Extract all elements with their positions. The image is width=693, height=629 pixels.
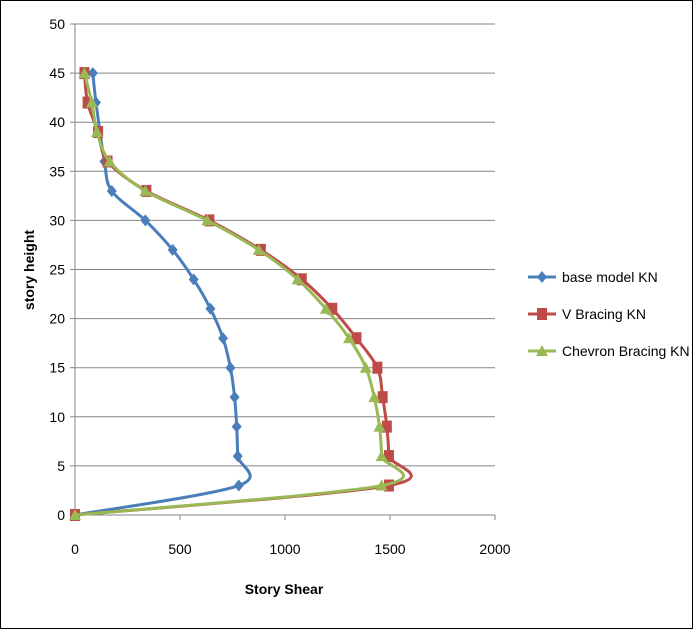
- data-point-base-model-kn: [205, 302, 216, 315]
- series-line-chevron-bracing-kn: [74, 72, 405, 517]
- axes: [70, 23, 496, 520]
- x-tick-label: 1000: [269, 541, 300, 557]
- data-point-v-bracing-kn: [377, 391, 388, 404]
- legend-marker-chevron-bracing-kn: [536, 345, 548, 356]
- data-point-base-model-kn: [188, 273, 199, 286]
- x-axis-title: Story Shear: [245, 581, 324, 597]
- legend-label-chevron-bracing-kn: Chevron Bracing KN: [562, 343, 690, 359]
- data-point-chevron-bracing-kn: [368, 391, 381, 403]
- data-point-base-model-kn: [87, 67, 98, 80]
- y-tick-label: 5: [57, 458, 65, 474]
- data-point-chevron-bracing-kn: [359, 361, 372, 373]
- legend-marker-v-bracing-kn: [537, 308, 547, 320]
- data-point-chevron-bracing-kn: [319, 302, 332, 314]
- data-point-chevron-bracing-kn: [343, 332, 356, 344]
- series-base-model-kn: [70, 67, 252, 521]
- y-tick-label: 30: [49, 212, 65, 228]
- series-layer: [69, 67, 413, 521]
- data-point-base-model-kn: [231, 420, 242, 433]
- gridlines: [75, 23, 495, 467]
- data-point-base-model-kn: [167, 243, 178, 256]
- data-point-v-bracing-kn: [381, 420, 392, 433]
- data-point-v-bracing-kn: [296, 273, 307, 286]
- series-v-bracing-kn: [70, 67, 413, 521]
- data-point-chevron-bracing-kn: [291, 273, 304, 285]
- data-point-base-model-kn: [232, 450, 243, 463]
- data-point-base-model-kn: [225, 361, 236, 374]
- data-point-chevron-bracing-kn: [91, 126, 104, 138]
- y-tick-label: 25: [49, 262, 65, 278]
- x-tick-label: 500: [168, 541, 192, 557]
- data-point-chevron-bracing-kn: [201, 214, 214, 226]
- data-point-chevron-bracing-kn: [252, 243, 265, 255]
- data-point-v-bracing-kn: [327, 302, 338, 315]
- x-tick-label: 2000: [479, 541, 510, 557]
- legend-label-v-bracing-kn: V Bracing KN: [562, 306, 646, 322]
- y-tick-label: 40: [49, 114, 65, 130]
- data-point-base-model-kn: [106, 184, 117, 197]
- y-tick-label: 15: [49, 360, 65, 376]
- data-point-chevron-bracing-kn: [375, 450, 388, 462]
- data-point-v-bracing-kn: [351, 332, 362, 345]
- y-tick-label: 45: [49, 65, 65, 81]
- data-point-base-model-kn: [229, 391, 240, 404]
- data-point-chevron-bracing-kn: [78, 67, 91, 79]
- data-point-chevron-bracing-kn: [139, 184, 152, 196]
- data-point-base-model-kn: [233, 479, 244, 492]
- y-tick-label: 0: [57, 507, 65, 523]
- data-point-chevron-bracing-kn: [85, 96, 98, 108]
- series-line-v-bracing-kn: [74, 72, 413, 517]
- data-point-chevron-bracing-kn: [103, 155, 116, 167]
- data-point-v-bracing-kn: [372, 361, 383, 374]
- legend-label-base-model-kn: base model KN: [562, 269, 658, 285]
- x-tick-label: 0: [71, 541, 79, 557]
- data-point-chevron-bracing-kn: [69, 509, 81, 520]
- y-tick-label: 35: [49, 163, 65, 179]
- series-chevron-bracing-kn: [69, 67, 405, 520]
- y-tick-label: 50: [49, 16, 65, 32]
- y-tick-label: 20: [49, 311, 65, 327]
- legend-marker-base-model-kn: [537, 271, 547, 283]
- data-point-v-bracing-kn: [383, 479, 394, 492]
- y-axis-title: story height: [21, 230, 37, 310]
- legend: base model KN V Bracing KN Chevron Bracing…: [528, 269, 690, 359]
- data-point-chevron-bracing-kn: [373, 420, 386, 432]
- data-point-base-model-kn: [140, 214, 151, 227]
- data-point-chevron-bracing-kn: [375, 479, 388, 491]
- y-tick-label: 10: [49, 409, 65, 425]
- data-point-v-bracing-kn: [82, 96, 93, 109]
- data-point-v-bracing-kn: [383, 450, 394, 463]
- data-point-base-model-kn: [218, 332, 229, 345]
- x-tick-label: 1500: [374, 541, 405, 557]
